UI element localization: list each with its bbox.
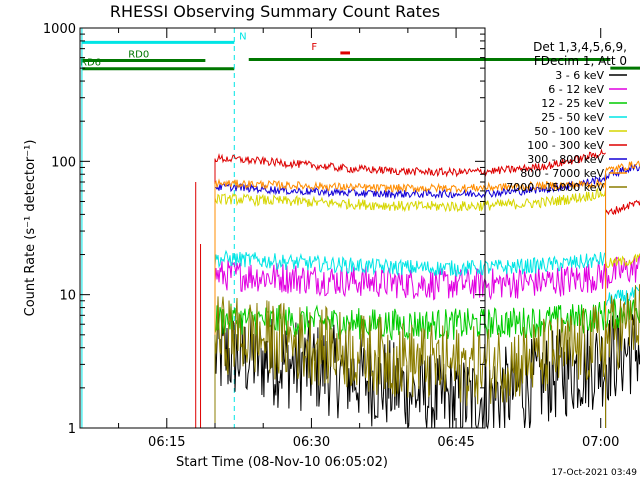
x-tick-label: 06:15 bbox=[148, 435, 185, 450]
y-tick-label: 100 bbox=[51, 155, 76, 170]
x-axis-label: Start Time (08-Nov-10 06:05:02) bbox=[176, 455, 388, 470]
legend-entry: 12 - 25 keV bbox=[541, 97, 604, 110]
flag-label: N bbox=[239, 31, 246, 42]
series-line bbox=[214, 296, 606, 406]
legend-entry: 800 - 7000 keV bbox=[520, 167, 604, 180]
legend-entry: 3 - 6 keV bbox=[555, 69, 604, 82]
y-tick-label: 10 bbox=[59, 289, 76, 304]
plot-frame bbox=[79, 27, 486, 429]
flag-label: RD0 bbox=[128, 50, 149, 61]
flag-label: RD6 bbox=[80, 58, 101, 69]
x-tick-label: 06:45 bbox=[437, 435, 474, 450]
y-tick-label: 1000 bbox=[43, 22, 76, 37]
legend-entry: 100 - 300 keV bbox=[527, 139, 604, 152]
footer-timestamp: 17-Oct-2021 03:49 bbox=[552, 468, 638, 478]
series-line bbox=[214, 174, 606, 200]
series-line bbox=[605, 253, 640, 289]
legend-header: FDecim 1, Att 0 bbox=[534, 54, 627, 68]
legend-entry: 300 - 800 keV bbox=[527, 153, 604, 166]
y-tick-label: 1 bbox=[68, 422, 76, 437]
series-line bbox=[214, 187, 606, 213]
series-line bbox=[214, 249, 606, 277]
legend-entry: 7000 - 15000 keV bbox=[506, 181, 604, 194]
series-line bbox=[605, 199, 640, 216]
chart-title: RHESSI Observing Summary Count Rates bbox=[110, 2, 440, 21]
y-axis: 1 10 100 1000 bbox=[43, 22, 485, 437]
x-tick-label: 07:00 bbox=[582, 435, 619, 450]
legend-entry: 6 - 12 keV bbox=[548, 83, 604, 96]
flag-label: F bbox=[311, 42, 317, 53]
series-layer bbox=[195, 148, 640, 430]
series-line bbox=[214, 148, 606, 178]
x-tick-label: 06:30 bbox=[293, 435, 330, 450]
series-line bbox=[214, 260, 606, 301]
legend-entry: 25 - 50 keV bbox=[541, 111, 604, 124]
flags-layer: N F RD0 RD6 bbox=[80, 31, 640, 71]
series-line bbox=[214, 178, 606, 194]
legend-header: Det 1,3,4,5,6,9, bbox=[533, 40, 627, 54]
y-axis-label: Count Rate (s⁻¹ detector⁻¹) bbox=[23, 140, 38, 317]
legend: Det 1,3,4,5,6,9,FDecim 1, Att 03 - 6 keV… bbox=[506, 40, 627, 194]
legend-entry: 50 - 100 keV bbox=[534, 125, 604, 138]
